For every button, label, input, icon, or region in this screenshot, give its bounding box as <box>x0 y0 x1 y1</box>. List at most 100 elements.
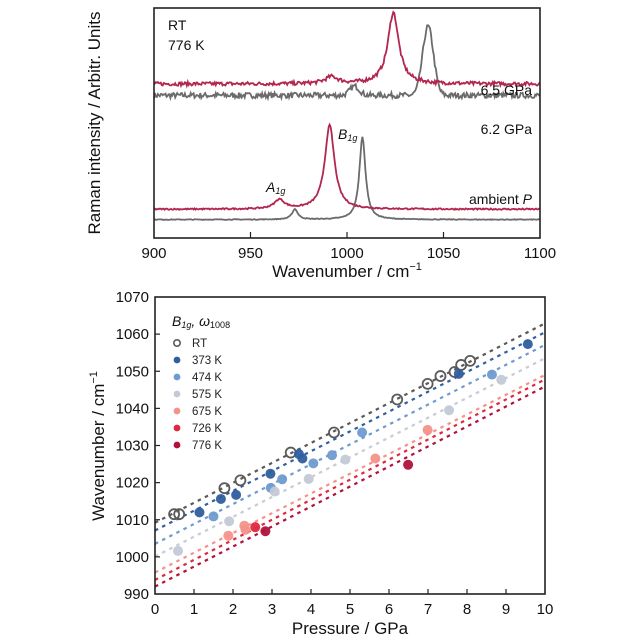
legend-marker <box>173 424 181 432</box>
x-tick-label: 7 <box>424 601 432 618</box>
spectrum-776-k-ambient-p <box>153 122 541 211</box>
legend-marker <box>173 356 181 364</box>
fit-line-575-k <box>154 357 546 558</box>
y-tick-label: 1000 <box>116 549 149 566</box>
legend-marker <box>173 441 181 449</box>
x-tick-label: 1050 <box>427 245 460 262</box>
point-474-k <box>327 450 338 461</box>
spectrum-776-k-6-5-gpa <box>153 10 541 89</box>
point-675-k <box>223 530 234 541</box>
legend-label: RT <box>192 338 207 350</box>
legend: B1g, ω1008 RT 373 K 474 K 575 K 675 K 726 K 77… <box>172 313 230 452</box>
legend-label: 675 K <box>192 406 222 418</box>
fit-line-675-k <box>154 373 546 574</box>
point-575-k <box>224 516 235 527</box>
label-6-2-gpa: 6.2 GPa <box>481 121 533 137</box>
y-tick-label: 1020 <box>116 475 149 492</box>
x-tick-label: 4 <box>307 601 315 618</box>
point-373-k <box>194 507 205 518</box>
spectra-curves <box>153 10 541 221</box>
point-474-k <box>357 427 368 438</box>
data-points <box>168 339 533 556</box>
legend-title: B1g, ω1008 <box>172 313 230 330</box>
top-x-axis-title: Wavenumber / cm−1 <box>272 261 422 281</box>
y-tick-label: 1040 <box>116 400 149 417</box>
pressure-shift-panel: 0 1 2 3 4 5 6 7 8 9 10 990 1000 1010 1020 1030 1040 1050… <box>88 289 553 638</box>
legend-label: 373 K <box>192 355 222 367</box>
point-474-k <box>308 458 319 469</box>
x-tick-label: 1000 <box>330 245 363 262</box>
x-tick-label: 1 <box>190 601 198 618</box>
bottom-x-axis-title: Pressure / GPa <box>292 619 409 638</box>
y-tick-label: 1060 <box>116 326 149 343</box>
fit-line-776-k <box>154 385 546 588</box>
legend-label: 474 K <box>192 372 222 384</box>
y-tick-label: 1010 <box>116 512 149 529</box>
point-575-k <box>444 405 455 416</box>
x-tick-label: 10 <box>537 601 554 618</box>
point-373-k <box>522 339 533 350</box>
point-rt <box>218 482 231 495</box>
top-x-ticks: 900 950 1000 1050 1100 <box>141 232 556 262</box>
bottom-x-ticks: 0 1 2 3 4 5 6 7 8 9 10 <box>151 589 554 618</box>
point-373-k <box>453 368 464 379</box>
point-726-k <box>250 522 261 533</box>
legend-marker <box>173 390 181 398</box>
x-tick-label: 3 <box>268 601 276 618</box>
point-373-k <box>297 453 308 464</box>
legend-rt: RT <box>168 17 187 33</box>
label-b1g-mode: B1g <box>338 126 357 143</box>
spectrum-rt-6-2-gpa <box>153 24 541 102</box>
point-776-k <box>260 526 271 537</box>
point-675-k <box>422 424 433 435</box>
point-373-k <box>265 468 276 479</box>
point-675-k <box>240 524 251 535</box>
legend-label: 575 K <box>192 389 222 401</box>
legend-marker <box>173 407 181 415</box>
y-tick-label: 1030 <box>116 438 149 455</box>
point-373-k <box>215 493 226 504</box>
legend-776k: 776 K <box>168 37 205 53</box>
top-y-axis-title: Raman intensity / Arbitr. Units <box>85 12 104 235</box>
x-tick-label: 9 <box>502 601 510 618</box>
x-tick-label: 5 <box>346 601 354 618</box>
raman-spectra-panel: 900 950 1000 1050 1100 Wavenumber / cm−1 Ram… <box>85 7 556 281</box>
point-rt <box>173 508 186 521</box>
x-tick-label: 8 <box>463 601 471 618</box>
x-tick-label: 1100 <box>524 245 556 262</box>
x-tick-label: 0 <box>151 601 159 618</box>
fit-line-726-k <box>154 378 546 581</box>
x-tick-label: 950 <box>238 245 263 262</box>
point-575-k <box>340 454 351 465</box>
point-rt <box>234 474 247 487</box>
y-tick-label: 1070 <box>116 289 149 306</box>
label-ambient-p: ambient P <box>469 191 533 207</box>
label-a1g-mode: A1g <box>265 179 285 196</box>
point-rt <box>328 426 340 439</box>
point-rt <box>464 354 477 367</box>
point-675-k <box>370 453 381 464</box>
bottom-y-axis-title: Wavenumber / cm−1 <box>88 371 108 521</box>
bottom-y-ticks: 990 1000 1010 1020 1030 1040 1050 1060 1070 <box>116 289 160 603</box>
point-474-k <box>208 511 219 522</box>
point-rt <box>434 370 447 382</box>
x-tick-label: 900 <box>141 245 166 262</box>
point-575-k <box>303 473 314 484</box>
legend-marker <box>173 373 181 381</box>
spectrum-rt-ambient-p <box>153 136 541 221</box>
point-575-k <box>269 486 280 497</box>
y-tick-label: 1050 <box>116 363 149 380</box>
fit-line-474-k <box>154 343 546 545</box>
y-tick-label: 990 <box>124 586 149 603</box>
point-575-k <box>173 545 184 556</box>
point-373-k <box>231 489 242 500</box>
x-tick-label: 6 <box>385 601 393 618</box>
point-rt <box>391 393 404 406</box>
x-tick-label: 2 <box>229 601 237 618</box>
legend-marker <box>173 338 182 347</box>
point-474-k <box>486 369 497 380</box>
point-474-k <box>277 474 288 485</box>
point-rt <box>421 377 434 390</box>
point-575-k <box>496 374 507 385</box>
